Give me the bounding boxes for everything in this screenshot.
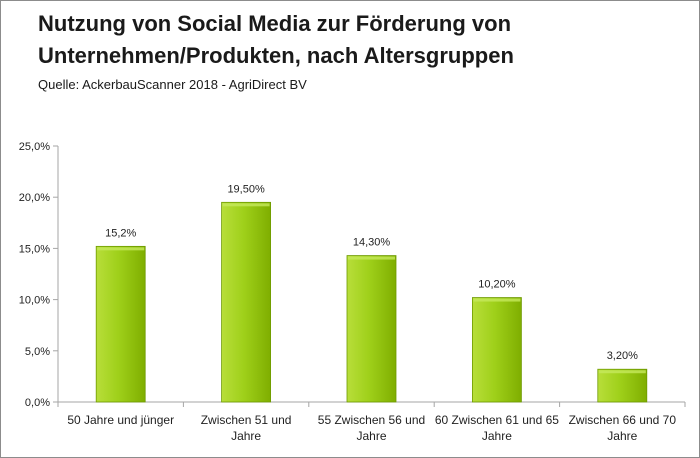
chart-subtitle: Quelle: AckerbauScanner 2018 - AgriDirec… xyxy=(38,77,307,92)
bar xyxy=(597,368,648,403)
x-category-label: Jahre xyxy=(356,429,386,443)
bar-highlight xyxy=(348,256,395,260)
x-category-label: 55 Zwischen 56 und xyxy=(318,413,425,427)
bar-highlight xyxy=(598,370,646,374)
x-category-label: Zwischen 66 und 70 xyxy=(569,413,677,427)
data-label: 19,50% xyxy=(227,183,265,195)
chart-title: Nutzung von Social Media zur Förderung v… xyxy=(38,11,514,68)
x-category-label: 60 Zwischen 61 und 65 xyxy=(435,413,559,427)
y-tick-label: 10,0% xyxy=(19,295,50,307)
data-label: 10,20% xyxy=(478,279,516,291)
bar xyxy=(95,245,146,403)
x-category-label: 50 Jahre und jünger xyxy=(67,413,174,427)
data-label: 15,2% xyxy=(105,227,136,239)
bar xyxy=(471,297,522,403)
data-label: 3,20% xyxy=(607,350,638,362)
x-category-label: Jahre xyxy=(482,429,512,443)
y-tick-label: 5,0% xyxy=(25,346,50,358)
data-label: 14,30% xyxy=(353,237,391,249)
y-tick-label: 25,0% xyxy=(19,141,50,153)
x-category-label: Jahre xyxy=(231,429,261,443)
x-category-label: Zwischen 51 und xyxy=(201,413,292,427)
x-category-label: Jahre xyxy=(607,429,637,443)
bar-highlight xyxy=(97,247,145,251)
y-tick-label: 0,0% xyxy=(25,397,50,409)
bar-highlight xyxy=(473,298,521,302)
bar xyxy=(346,255,397,403)
bar-highlight xyxy=(222,203,270,207)
y-tick-label: 20,0% xyxy=(19,192,50,204)
y-tick-label: 15,0% xyxy=(19,243,50,255)
bar xyxy=(221,201,272,403)
